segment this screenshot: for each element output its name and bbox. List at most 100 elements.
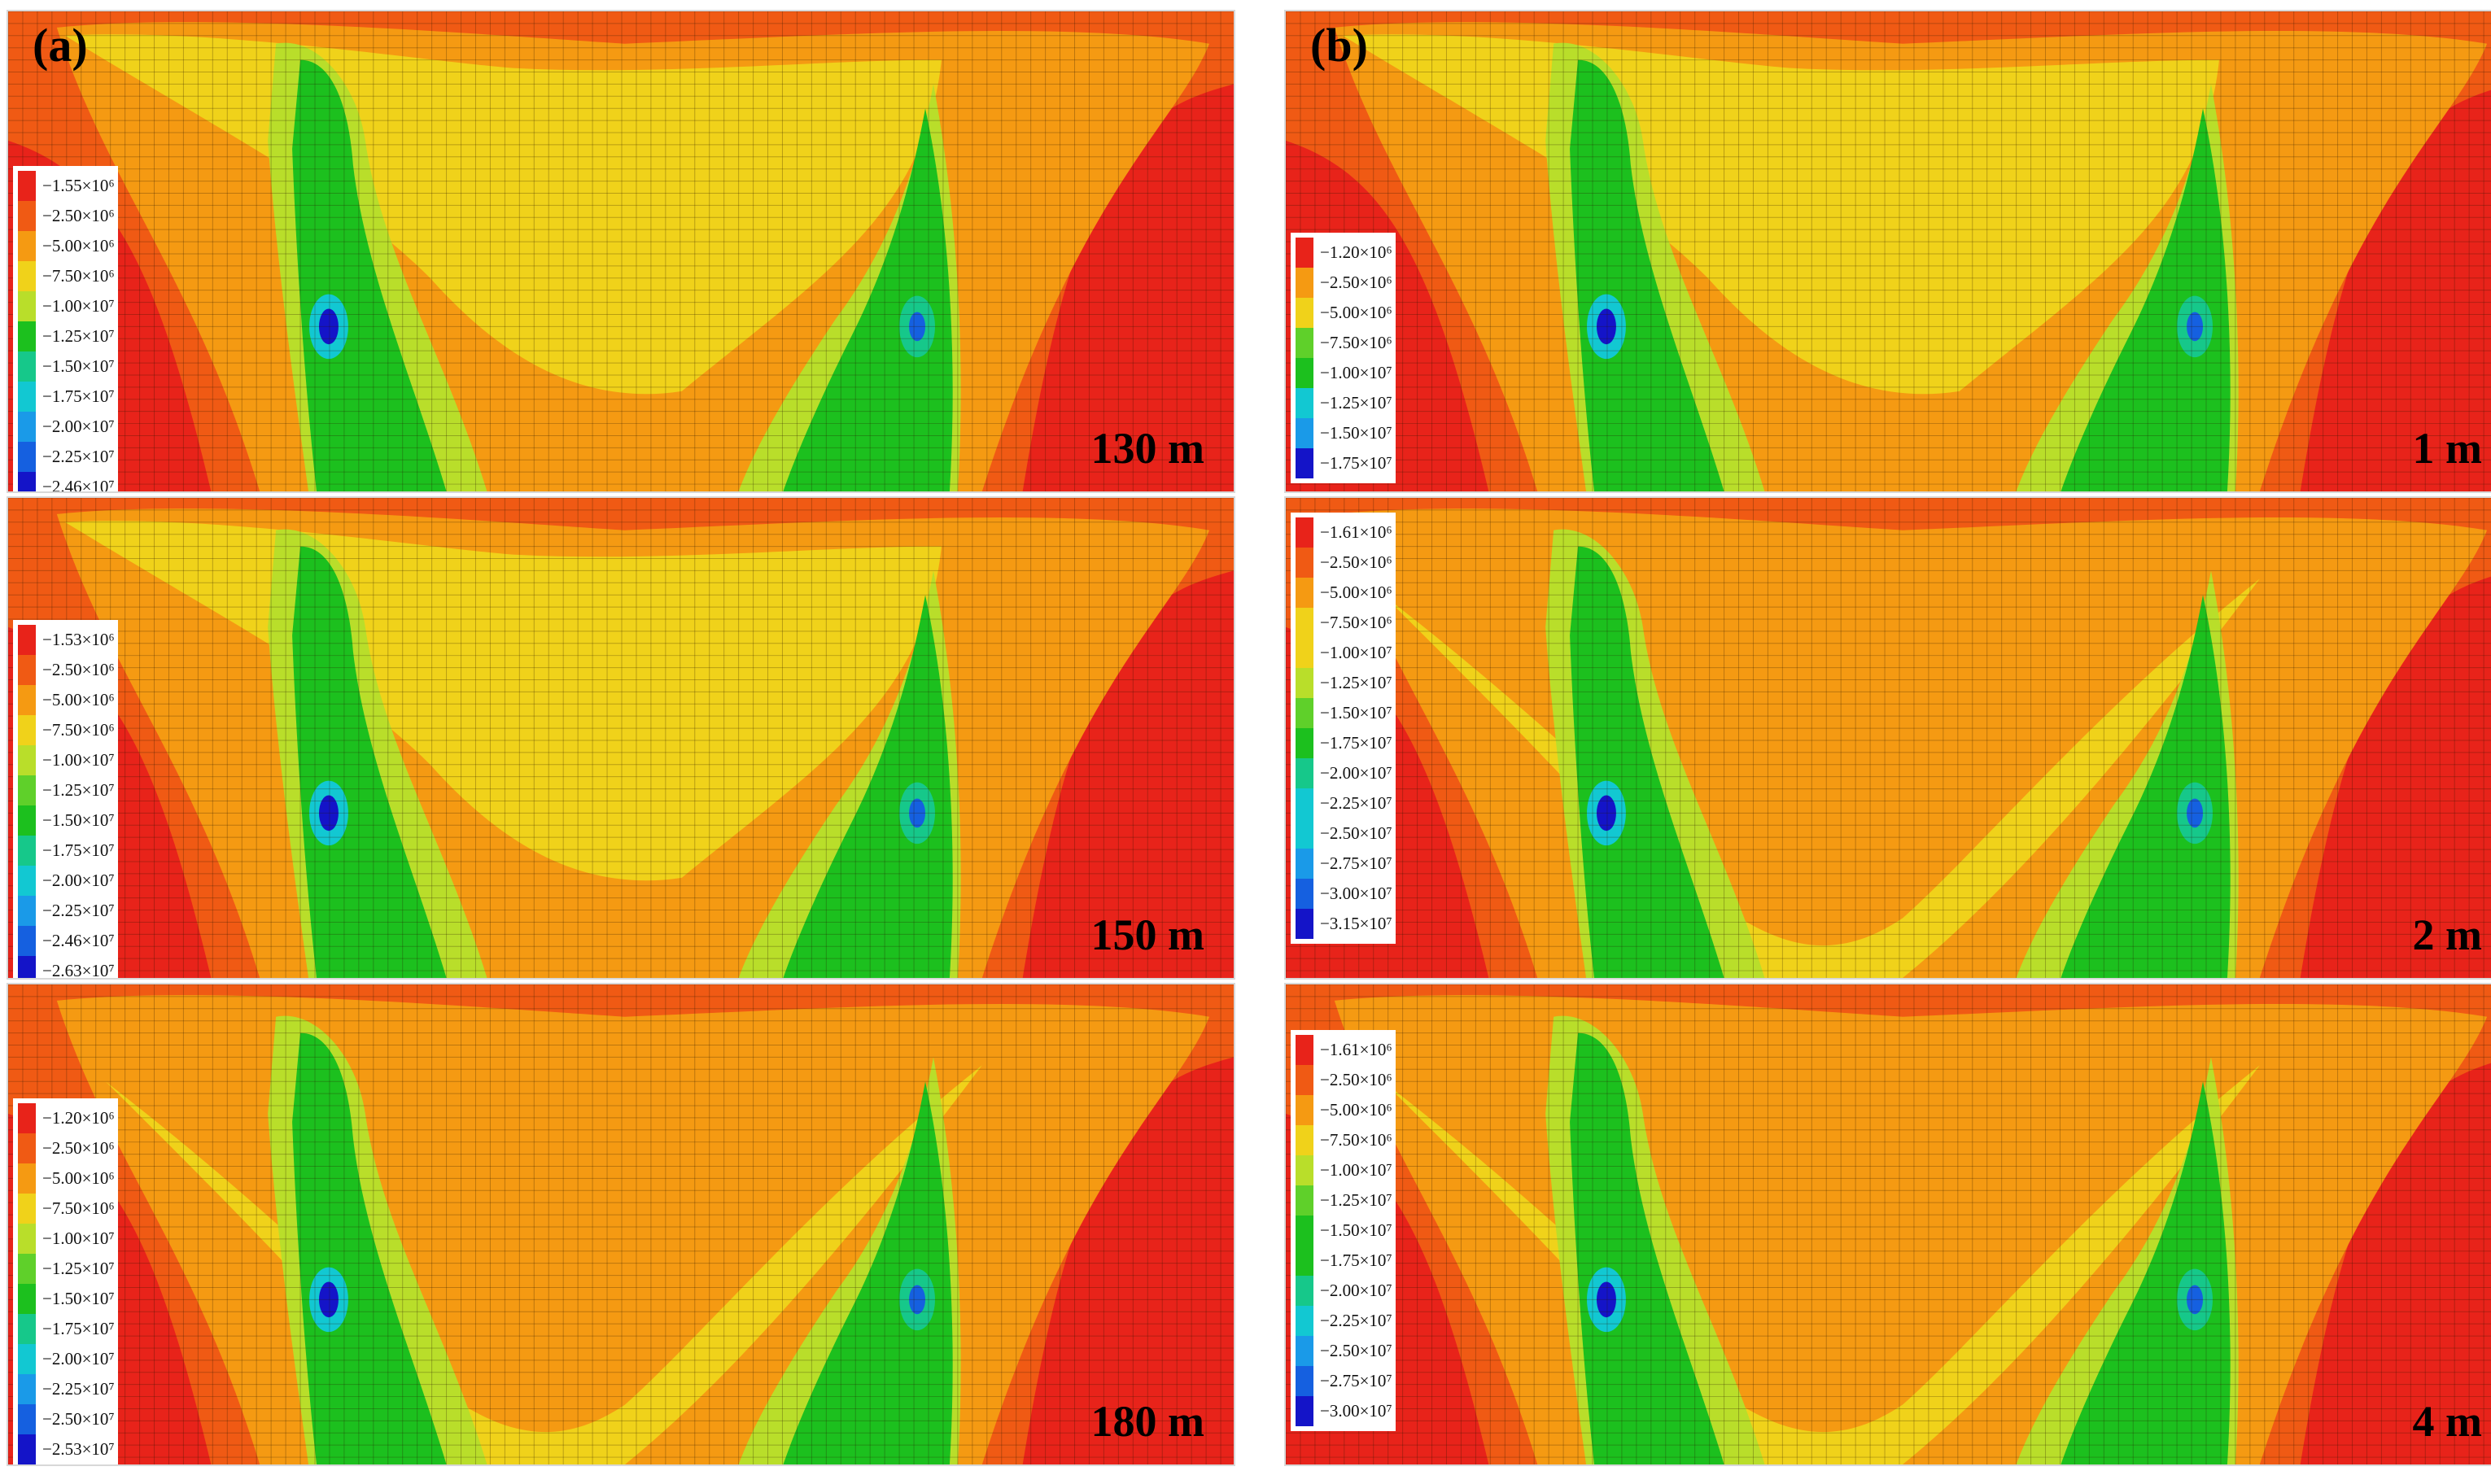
right-concentration-core [2187,798,2204,828]
legend-row: −2.53×10⁷ [18,1434,115,1464]
legend-row: −1.75×10⁷ [18,382,115,412]
yellow-zone [105,1065,982,1464]
legend-label: −1.00×10⁷ [42,750,115,770]
legend-row: −1.00×10⁷ [1296,638,1392,668]
legend-label: −2.50×10⁷ [1320,823,1392,843]
legend-swatch [1296,1336,1313,1366]
legend-label: −2.46×10⁷ [42,931,115,950]
legend-row: −5.00×10⁶ [1296,578,1392,608]
legend-label: −7.50×10⁶ [1320,1130,1392,1150]
stress-field-b-1 [1286,11,2491,491]
legend-label: −1.00×10⁷ [1320,1160,1392,1180]
legend-swatch [18,1374,36,1404]
legend-label: −1.20×10⁶ [42,1108,115,1128]
mesh-grid [1286,11,2491,491]
legend-label: −2.46×10⁷ [42,477,115,493]
legend-swatch [1296,879,1313,909]
right-concentration-core [2187,312,2204,342]
legend-swatch [18,171,36,201]
legend-row: −5.00×10⁶ [1296,298,1392,328]
legend-label: −2.50×10⁶ [1320,1070,1392,1089]
right-pillar-core [2061,108,2231,491]
legend-label: −5.00×10⁶ [1320,1100,1392,1120]
depth-label: 1 m [2412,424,2482,473]
legend-row: −3.00×10⁷ [1296,1396,1392,1426]
legend-row: −1.25×10⁷ [18,775,115,805]
legend-swatch [1296,1276,1313,1306]
legend-label: −1.20×10⁶ [1320,242,1392,262]
legend-swatch [1296,1246,1313,1276]
legend-swatch [18,896,36,926]
right-pillar-core [783,108,953,491]
legend-label: −5.00×10⁶ [42,690,115,709]
legend-row: −1.50×10⁷ [18,1284,115,1314]
legend-label: −1.00×10⁷ [42,1229,115,1248]
left-pillar-core [1570,1032,1724,1464]
legend-label: −2.50×10⁶ [42,660,115,679]
contour-panel-a-2: −1.53×10⁶ −2.50×10⁶ −5.00×10⁶ −7.50×10⁶ −1.0… [7,496,1235,980]
legend-label: −2.63×10⁷ [42,961,115,980]
legend-swatch [1296,1125,1313,1155]
legend-swatch [1296,1216,1313,1246]
stress-field-b-2 [1286,498,2491,978]
legend-swatch [18,261,36,291]
legend-swatch [18,715,36,745]
column-b: −1.20×10⁶ −2.50×10⁶ −5.00×10⁶ −7.50×10⁶ −1.0… [1284,10,2491,1474]
left-pillar-core [292,59,447,491]
legend-row: −1.75×10⁷ [18,836,115,866]
legend-swatch [18,412,36,442]
legend-row: −1.50×10⁷ [1296,698,1392,728]
legend-row: −1.25×10⁷ [18,321,115,351]
contour-panel-a-1: −1.55×10⁶ −2.50×10⁶ −5.00×10⁶ −7.50×10⁶ −1.0… [7,10,1235,493]
yellow-zone [1383,1065,2260,1464]
legend-row: −1.75×10⁷ [1296,448,1392,478]
legend-label: −3.15×10⁷ [1320,914,1392,933]
legend-label: −7.50×10⁶ [1320,333,1392,352]
legend-label: −1.00×10⁷ [1320,363,1392,382]
legend-label: −1.61×10⁶ [1320,1040,1392,1059]
legend-swatch [18,866,36,896]
legend-label: −1.00×10⁷ [42,296,115,316]
legend-swatch [18,472,36,491]
legend-swatch [1296,418,1313,448]
legend-row: −1.61×10⁶ [1296,517,1392,548]
legend-label: −2.50×10⁶ [42,206,115,225]
right-pillar-core [2061,595,2231,978]
legend-row: −2.50×10⁶ [1296,1065,1392,1095]
legend-label: −1.50×10⁷ [1320,423,1392,443]
legend-swatch [1296,638,1313,668]
legend-label: −1.75×10⁷ [42,1319,115,1338]
legend-row: −2.46×10⁷ [18,926,115,956]
legend-swatch [1296,238,1313,268]
legend-row: −1.50×10⁷ [1296,418,1392,448]
legend-label: −1.75×10⁷ [1320,733,1392,753]
legend-row: −2.00×10⁷ [18,1344,115,1374]
legend-swatch [18,351,36,382]
legend-label: −1.50×10⁷ [1320,1220,1392,1240]
legend-swatch [18,382,36,412]
legend-label: −7.50×10⁶ [42,720,115,740]
legend-row: −1.00×10⁷ [18,291,115,321]
legend-swatch [1296,1065,1313,1095]
depth-label: 150 m [1090,910,1204,959]
legend-row: −2.50×10⁶ [1296,548,1392,578]
legend-swatch [1296,388,1313,418]
legend-swatch [18,201,36,231]
legend-row: −2.25×10⁷ [18,442,115,472]
legend-row: −1.25×10⁷ [1296,668,1392,698]
legend-row: −5.00×10⁶ [1296,1095,1392,1125]
legend-swatch [1296,909,1313,939]
legend-swatch [18,321,36,351]
legend-swatch [18,775,36,805]
legend-swatch [18,805,36,836]
legend-label: −2.50×10⁶ [1320,552,1392,572]
legend-swatch [1296,578,1313,608]
legend-label: −1.50×10⁷ [42,810,115,830]
legend-label: −2.53×10⁷ [42,1439,115,1459]
legend-swatch [1296,758,1313,788]
legend-label: −2.50×10⁶ [1320,273,1392,292]
legend-row: −7.50×10⁶ [1296,328,1392,358]
legend-row: −2.50×10⁷ [1296,818,1392,849]
legend-swatch [1296,1095,1313,1125]
legend-label: −1.25×10⁷ [42,1259,115,1278]
